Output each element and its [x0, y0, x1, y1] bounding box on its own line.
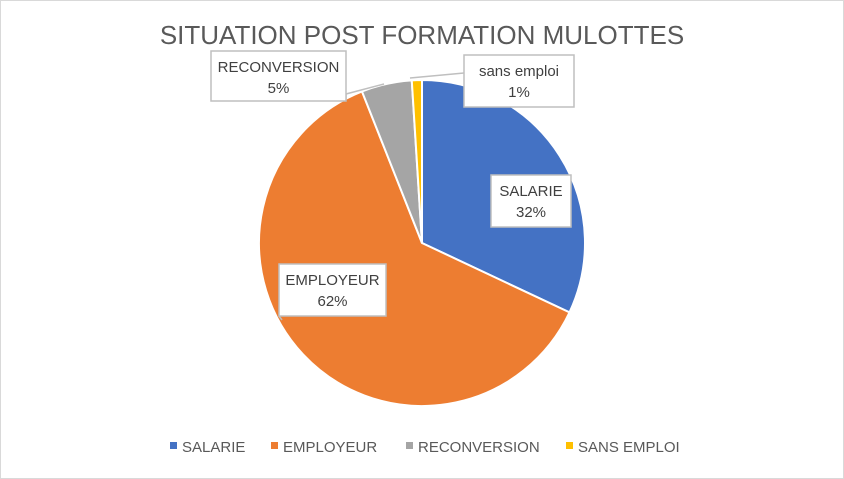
data-label-name: EMPLOYEUR [285, 272, 379, 289]
data-label-box [490, 174, 572, 228]
legend-swatch [566, 442, 573, 449]
legend-swatch [406, 442, 413, 449]
pie-slice-sans-emploi [410, 78, 423, 244]
legend-label: SANS EMPLOI [578, 439, 680, 456]
data-label-name: RECONVERSION [218, 59, 340, 76]
data-label-reconversion: RECONVERSION 5% [210, 50, 347, 102]
data-label-name: sans emploi [479, 63, 559, 80]
legend-label: SALARIE [182, 439, 245, 456]
legend-item-employeur: EMPLOYEUR [271, 439, 377, 456]
data-label-box [278, 263, 387, 317]
data-label-value: 62% [317, 293, 347, 310]
data-label-name: SALARIE [499, 183, 562, 200]
legend-item-sans-emploi: SANS EMPLOI [566, 439, 680, 456]
data-label-value: 5% [268, 80, 290, 97]
legend-item-salarie: SALARIE [170, 439, 245, 456]
data-label-value: 32% [516, 204, 546, 221]
data-label-sans-emploi: sans emploi 1% [463, 54, 575, 108]
legend-label: RECONVERSION [418, 439, 540, 456]
data-label-box [463, 54, 575, 108]
legend-label: EMPLOYEUR [283, 439, 377, 456]
data-label-employeur: EMPLOYEUR 62% [278, 263, 387, 317]
legend-swatch [271, 442, 278, 449]
legend-item-reconversion: RECONVERSION [406, 439, 540, 456]
leader-line [409, 72, 465, 79]
data-label-box [210, 50, 347, 102]
pie-slice-employeur [258, 90, 571, 407]
chart-title: SITUATION POST FORMATION MULOTTES [159, 20, 685, 50]
data-label-salarie: SALARIE 32% [490, 174, 572, 228]
data-label-value: 1% [508, 84, 530, 101]
legend-swatch [170, 442, 177, 449]
